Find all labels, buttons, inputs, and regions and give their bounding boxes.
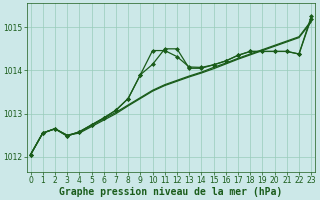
X-axis label: Graphe pression niveau de la mer (hPa): Graphe pression niveau de la mer (hPa) xyxy=(59,186,283,197)
